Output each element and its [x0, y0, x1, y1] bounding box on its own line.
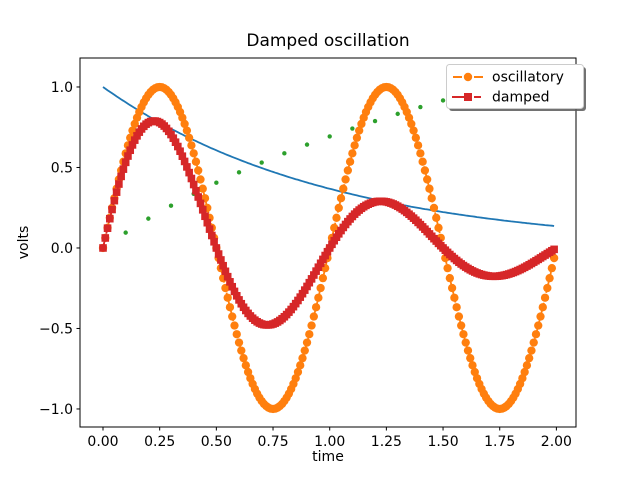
- x-tick-label: 0.50: [201, 434, 232, 450]
- legend-handle-oscillatory: [453, 72, 483, 82]
- legend-handles: [452, 72, 483, 101]
- x-tick-label: 0.00: [87, 434, 118, 450]
- y-tick-label: 0.5: [51, 160, 73, 176]
- x-tick-label: 1.50: [427, 434, 458, 450]
- legend-handle-damped: [452, 93, 481, 101]
- x-tick-label: 1.75: [484, 434, 515, 450]
- x-tick-label: 0.75: [257, 434, 288, 450]
- x-tick-label: 1.25: [371, 434, 402, 450]
- series-damped: [99, 117, 558, 329]
- legend-label-oscillatory: oscillatory: [492, 70, 564, 86]
- y-axis-label: volts: [16, 226, 32, 260]
- y-ticks: −1.0 −0.5 0.0 0.5 1.0: [39, 80, 80, 418]
- plot-area: [80, 58, 576, 427]
- x-tick-label: 1.00: [314, 434, 345, 450]
- y-tick-label: −0.5: [39, 321, 73, 337]
- x-axis-label: time: [312, 449, 344, 465]
- legend: oscillatory damped: [446, 64, 586, 111]
- y-tick-label: 0.0: [51, 241, 73, 257]
- chart-title: Damped oscillation: [246, 31, 409, 51]
- x-tick-label: 2.00: [541, 434, 572, 450]
- axes-spines: [79, 57, 577, 428]
- series-layer: [98, 74, 559, 414]
- y-tick-label: 1.0: [51, 80, 73, 96]
- series-exp-decay: [102, 86, 555, 227]
- legend-label-damped: damped: [492, 90, 550, 106]
- x-ticks: 0.00 0.25 0.50 0.75 1.00 1.25 1.50 1.75 2.00: [87, 427, 572, 450]
- series-oscillatory: [98, 82, 559, 414]
- x-tick-label: 0.25: [144, 434, 175, 450]
- y-tick-label: −1.0: [39, 402, 73, 418]
